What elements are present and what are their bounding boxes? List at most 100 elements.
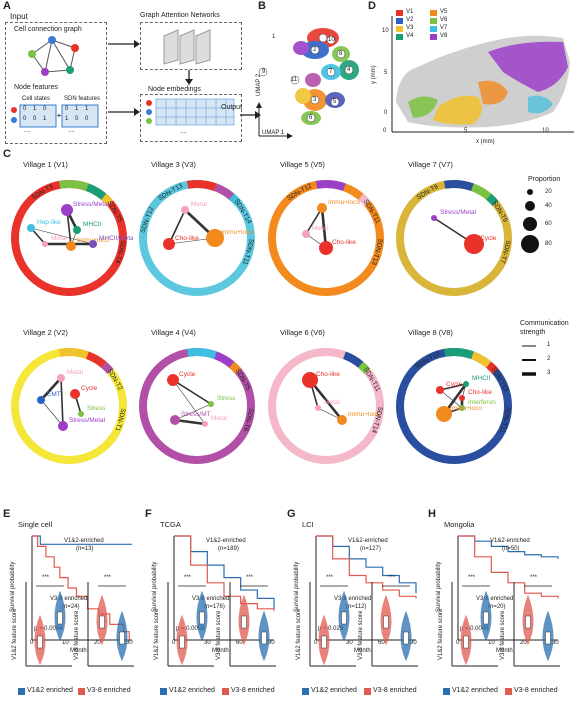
- cell-state-row-2-a: 0: [23, 116, 27, 122]
- significance-mark: ***: [184, 575, 192, 581]
- sdn-label: SDN-T8: [416, 183, 440, 201]
- village-title: Village 2 (V2): [23, 328, 68, 337]
- umap-ylabel: UMAP 2: [256, 73, 262, 96]
- village-title: Village 6 (V6): [280, 328, 325, 337]
- node-immu-loco: [317, 203, 327, 213]
- ring-segment: [85, 351, 107, 368]
- km-xtick: 20: [520, 640, 527, 646]
- node-metal: [315, 405, 321, 411]
- umap-cluster-10: 10: [328, 37, 335, 43]
- node-metal: [181, 206, 189, 214]
- km-plot-1: [31, 535, 132, 641]
- node-label: Immu+loco: [221, 229, 253, 236]
- village-ring-1: Stress/MetalHep-likeMHCIIMetalImmu+locoM…: [11, 180, 133, 296]
- panel-label-d: D: [368, 0, 376, 12]
- comm-legend: [522, 345, 536, 376]
- panel-label-e: E: [3, 508, 11, 520]
- node-label: Stress/MT: [181, 411, 211, 418]
- node-label: Stress: [217, 395, 236, 402]
- km-ylabel: Survival probability: [10, 561, 16, 612]
- ring-segment: [186, 348, 217, 360]
- ring-segment: [101, 193, 114, 206]
- ring-segment: [470, 183, 492, 200]
- cell-states-label: Cell states: [22, 96, 51, 102]
- node-label: Cycle: [81, 385, 98, 392]
- node-label: EMT: [47, 391, 61, 398]
- sdn-label: SDN-T5: [234, 368, 252, 392]
- node-cycle: [436, 386, 444, 394]
- km-pvalue: p = 0.0084: [34, 626, 63, 632]
- ring-segment: [229, 361, 242, 374]
- spatial-ytick-10: 10: [382, 28, 389, 34]
- sdn-label: SDN-T6: [241, 407, 254, 432]
- node-label: Immu+loco: [328, 199, 360, 206]
- km-g2-label: V3-8 enriched: [334, 596, 372, 602]
- umap-cluster-2: 2: [313, 47, 317, 53]
- km-xtick: 30: [204, 640, 211, 646]
- sdn-row-2-b: 0: [75, 116, 79, 122]
- sdn-label: SDN-T10: [414, 350, 441, 370]
- comm-edge: [174, 403, 212, 421]
- legend-v4: V4: [406, 33, 414, 39]
- comm-edge: [40, 377, 62, 401]
- ring-segment: [342, 183, 364, 200]
- node-label: Metal: [67, 369, 83, 376]
- node-metal: [42, 241, 48, 247]
- node-label: MHCII: [472, 375, 491, 382]
- legend-swatch-v7: [430, 26, 437, 32]
- node-label: MHCII: [83, 221, 102, 228]
- down-arrow-icon: [185, 70, 193, 85]
- legend-swatch-v1: [396, 10, 403, 16]
- village-ring-4: Stress/Metal Cycle SDN-T9 SDN-T7 SDN-T8: [396, 180, 512, 296]
- cell-state-row-1-a: 0: [23, 106, 27, 112]
- ring-segment: [443, 348, 474, 360]
- km-pvalue: p = 0.0058: [176, 626, 205, 632]
- sdn-label: SDN-T3: [31, 183, 55, 201]
- village-title: Village 7 (V7): [408, 160, 453, 169]
- sdn-label: SDN-T12: [286, 182, 313, 202]
- violin-plot-4-1: [451, 582, 498, 667]
- spatial-xtick-0: 0: [383, 128, 387, 134]
- ring-segment: [315, 348, 346, 360]
- comm-edge: [305, 207, 323, 235]
- km-g1-label: V1&2-enriched: [64, 538, 104, 544]
- km-n1: (n=50): [502, 546, 520, 552]
- feature-matrix: +: [11, 104, 99, 128]
- km-g2-label: V3-8 enriched: [476, 596, 514, 602]
- proportion-60: 60: [545, 221, 552, 227]
- embedding-box: [140, 94, 242, 142]
- km-n1: (n=189): [218, 546, 239, 552]
- violin-ylabel: V3-8 feature score: [74, 610, 80, 660]
- node-cho-like: [459, 395, 465, 401]
- significance-mark: ***: [104, 575, 112, 581]
- input-box: [5, 22, 107, 144]
- gat-box: [140, 22, 242, 70]
- node-label: Cho-like: [316, 371, 340, 378]
- node-cycle: [167, 374, 179, 386]
- km-xtick: 90: [268, 640, 275, 646]
- spatial-legend: V1 V5 V2 V6 V3 V7 V4 V8: [396, 9, 480, 52]
- node-cho-like: [319, 241, 333, 255]
- umap-plot: [256, 28, 359, 139]
- km-xtick: 30: [346, 640, 353, 646]
- umap-cluster-9: 9: [262, 69, 266, 75]
- cell-graph-label: Cell connection graph: [14, 26, 82, 33]
- km-plot-4: [457, 535, 559, 641]
- ellipsis-2: ....: [68, 128, 75, 134]
- ring-segment: [101, 361, 114, 374]
- sdn-label: SDN-T12: [139, 206, 155, 234]
- village-title: Village 8 (V8): [408, 328, 453, 337]
- km-curve-v38: [32, 535, 130, 640]
- umap-cluster-4: 4: [347, 67, 351, 73]
- legend-v6: V6: [440, 17, 448, 23]
- legend-swatch-v6: [430, 18, 437, 24]
- sdn-label: SDN-T11: [362, 198, 382, 225]
- umap-cluster-1: 1: [272, 34, 276, 40]
- svg-text:+: +: [57, 111, 62, 120]
- significance-mark: ***: [246, 575, 254, 581]
- legend-swatch-v8: [430, 34, 437, 40]
- ellipsis-3: ....: [180, 129, 187, 135]
- km-xlabel: Month: [354, 648, 371, 654]
- node-emt: [37, 396, 45, 404]
- legend-v12-swatch-3: [302, 688, 309, 695]
